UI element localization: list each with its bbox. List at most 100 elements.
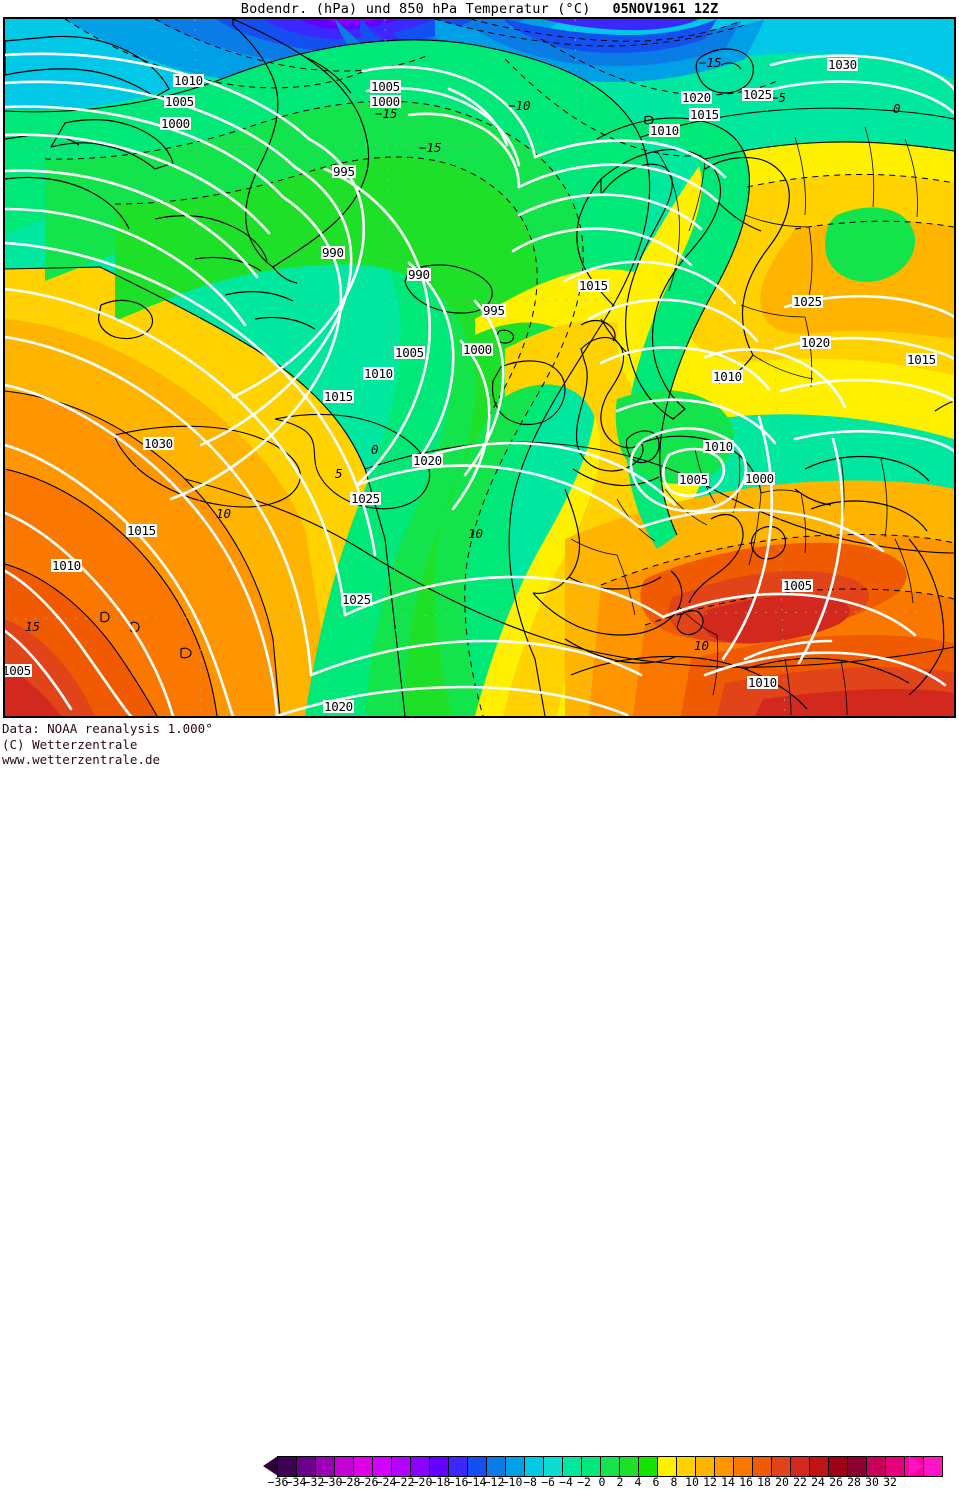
isobar-label: 995 xyxy=(332,164,356,179)
isobar-label: 990 xyxy=(407,267,431,282)
isobar-label: 1020 xyxy=(323,699,354,714)
colorbar-swatch xyxy=(715,1457,734,1476)
colorbar-swatch xyxy=(886,1457,905,1476)
colorbar-swatch xyxy=(924,1457,942,1476)
isobar-label: 1005 xyxy=(370,79,401,94)
isobar-label: 1010 xyxy=(51,558,82,573)
map-canvas: 1010 1005 1000 1005 1000 995 990 990 995… xyxy=(3,17,956,718)
colorbar-tick: 8 xyxy=(670,1475,678,1489)
isobar-label: 1010 xyxy=(649,123,680,138)
isotherm-label: −15 xyxy=(699,55,722,70)
map-svg xyxy=(5,19,954,716)
colorbar-tick: −6 xyxy=(541,1475,555,1489)
chart-title-bar: Bodendr. (hPa) und 850 hPa Temperatur (°… xyxy=(0,0,959,17)
colorbar-tick: 26 xyxy=(829,1475,843,1489)
credit-block: Data: NOAA reanalysis 1.000° (C) Wetterz… xyxy=(2,721,213,768)
isobar-label: 1025 xyxy=(792,294,823,309)
colorbar-swatch xyxy=(658,1457,677,1476)
isotherm-label: −15 xyxy=(375,106,398,121)
colorbar-swatch xyxy=(525,1457,544,1476)
isotherm-label: 0 xyxy=(371,442,379,457)
colorbar-tick-labels: −36 −34 −32 −30 −28 −26 −24 −22 −20 −18 −16 −14 −12−… xyxy=(263,1475,959,1489)
colorbar-over-arrow xyxy=(909,1456,924,1476)
colorbar-tick: 16 xyxy=(739,1475,753,1489)
isobar-label: 1025 xyxy=(341,592,372,607)
colorbar-swatch xyxy=(601,1457,620,1476)
footer: Data: NOAA reanalysis 1.000° (C) Wetterz… xyxy=(0,719,959,1489)
colorbar-tick: 4 xyxy=(634,1475,642,1489)
isobar-label: 1025 xyxy=(742,87,773,102)
colorbar-swatch xyxy=(487,1457,506,1476)
colorbar-tick: 32 xyxy=(883,1475,897,1489)
isobar-label: 1005 xyxy=(3,663,32,678)
isobar-label: 1020 xyxy=(800,335,831,350)
isotherm-label: −10 xyxy=(508,98,531,113)
isotherm-label: 0 xyxy=(893,101,901,116)
isotherm-label: 15 xyxy=(25,619,41,634)
colorbar-tick: 24 xyxy=(811,1475,825,1489)
colorbar-tick: 6 xyxy=(652,1475,660,1489)
isobar-label: 1015 xyxy=(323,389,354,404)
isobar-label: 995 xyxy=(482,303,506,318)
colorbar-swatch xyxy=(829,1457,848,1476)
isotherm-label: −5 xyxy=(771,90,787,105)
colorbar-swatch xyxy=(620,1457,639,1476)
colorbar-swatch xyxy=(278,1457,297,1476)
isobar-label: 1000 xyxy=(370,94,401,109)
colorbar-tick: 30 xyxy=(865,1475,879,1489)
colorbar-tick: −8 xyxy=(523,1475,537,1489)
isobar-label: 1010 xyxy=(173,73,204,88)
isobar-label: 1005 xyxy=(394,345,425,360)
colorbar-swatch xyxy=(867,1457,886,1476)
isotherm-label: −15 xyxy=(419,140,442,155)
colorbar-swatch xyxy=(772,1457,791,1476)
isobar-label: 1010 xyxy=(712,369,743,384)
isobar-label: 1015 xyxy=(906,352,937,367)
colorbar-swatch xyxy=(335,1457,354,1476)
colorbar-swatch xyxy=(791,1457,810,1476)
colorbar-swatch xyxy=(582,1457,601,1476)
colorbar-tick: 18 xyxy=(757,1475,771,1489)
isotherm-label: 10 xyxy=(694,638,710,653)
colorbar-swatch xyxy=(753,1457,772,1476)
colorbar-swatch xyxy=(544,1457,563,1476)
isobar-label: 1000 xyxy=(462,342,493,357)
colorbar-tick: 20 xyxy=(775,1475,789,1489)
isobar-label: 1010 xyxy=(363,366,394,381)
map-layers xyxy=(5,19,954,716)
website-line: www.wetterzentrale.de xyxy=(2,752,161,767)
colorbar-swatch xyxy=(848,1457,867,1476)
colorbar-swatch xyxy=(430,1457,449,1476)
isobar-label: 1015 xyxy=(689,107,720,122)
colorbar-swatch xyxy=(468,1457,487,1476)
colorbar-swatch xyxy=(354,1457,373,1476)
colorbar-swatch xyxy=(373,1457,392,1476)
isobar-label: 1015 xyxy=(126,523,157,538)
isobar-label: 1005 xyxy=(164,94,195,109)
colorbar-tick: 2 xyxy=(616,1475,624,1489)
colorbar-tick: −4 xyxy=(559,1475,573,1489)
colorbar-swatch xyxy=(696,1457,715,1476)
colorbar-swatch xyxy=(563,1457,582,1476)
isotherm-label: 10 xyxy=(468,526,484,541)
isobar-label: 1005 xyxy=(678,472,709,487)
isobar-label: 1030 xyxy=(143,436,174,451)
colorbar-swatch xyxy=(677,1457,696,1476)
colorbar-swatches xyxy=(277,1456,943,1477)
isotherm-label: 10 xyxy=(216,506,232,521)
isobar-label: 1010 xyxy=(747,675,778,690)
copyright-line: (C) Wetterzentrale xyxy=(2,736,138,752)
colorbar-tick: 10 xyxy=(685,1475,699,1489)
colorbar-swatch xyxy=(506,1457,525,1476)
colorbar-tick: −10 xyxy=(501,1475,523,1489)
colorbar-tick: −2 xyxy=(577,1475,591,1489)
colorbar-swatch xyxy=(392,1457,411,1476)
colorbar: −36 −34 −32 −30 −28 −26 −24 −22 −20 −18 −16 −14 −12−… xyxy=(263,1454,959,1489)
colorbar-swatch xyxy=(449,1457,468,1476)
isobar-label: 1000 xyxy=(744,471,775,486)
colorbar-swatch xyxy=(297,1457,316,1476)
isobar-label: 1020 xyxy=(681,90,712,105)
colorbar-tick: 28 xyxy=(847,1475,861,1489)
isobar-label: 990 xyxy=(321,245,345,260)
